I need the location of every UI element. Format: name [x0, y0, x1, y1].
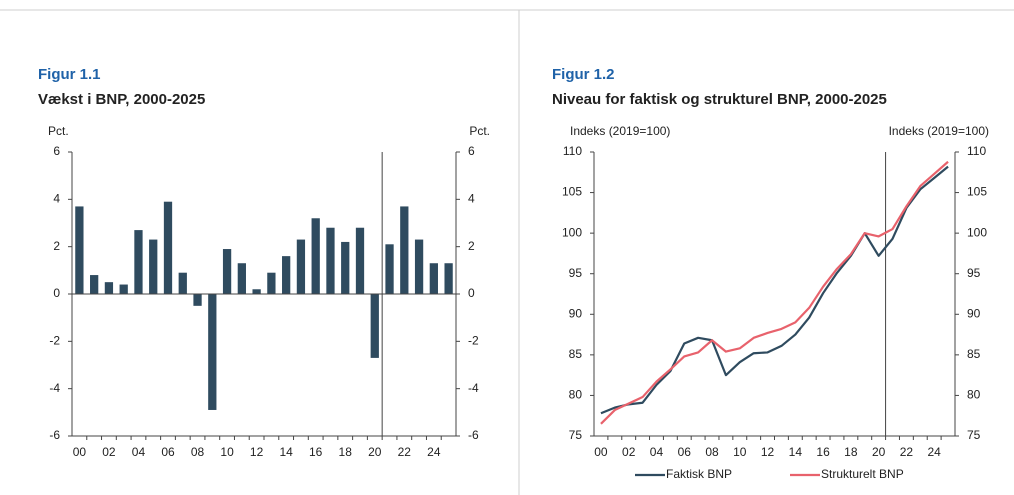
x-tick-label: 08 [191, 445, 205, 459]
x-tick-label: 04 [132, 445, 146, 459]
bar [75, 206, 84, 294]
x-tick-label: 08 [705, 445, 719, 459]
x-tick-label: 24 [927, 445, 941, 459]
figure-label: Figur 1.2 [552, 66, 615, 83]
x-tick-label: 00 [594, 445, 608, 459]
y-tick-label: 105 [562, 185, 582, 199]
x-tick-label: 10 [733, 445, 747, 459]
x-tick-label: 12 [761, 445, 775, 459]
bar [90, 275, 99, 294]
x-tick-label: 16 [309, 445, 323, 459]
y-tick-label: -6 [49, 428, 60, 442]
y2-axis-label: Indeks (2019=100) [889, 124, 989, 138]
bar [311, 218, 320, 294]
x-tick-label: 16 [816, 445, 830, 459]
y-axis-label: Indeks (2019=100) [570, 124, 670, 138]
y2-tick-label: 105 [967, 185, 987, 199]
figure-label: Figur 1.1 [38, 66, 101, 83]
x-tick-label: 02 [102, 445, 116, 459]
bar [237, 263, 246, 294]
y-tick-label: 90 [569, 306, 583, 320]
x-tick-label: 20 [872, 445, 886, 459]
bar [370, 294, 379, 358]
chart-title: Vækst i BNP, 2000-2025 [38, 91, 205, 108]
x-tick-label: 10 [220, 445, 234, 459]
bar [414, 239, 424, 294]
x-tick-label: 20 [368, 445, 382, 459]
bar [341, 241, 350, 294]
bar [119, 284, 128, 294]
y2-tick-label: -2 [468, 334, 479, 348]
bar [252, 289, 261, 294]
x-tick-label: 06 [678, 445, 692, 459]
bar [282, 256, 291, 294]
x-tick-label: 18 [339, 445, 353, 459]
x-tick-label: 14 [279, 445, 293, 459]
x-tick-label: 02 [622, 445, 636, 459]
legend-label: Strukturelt BNP [821, 467, 904, 481]
y2-tick-label: -4 [468, 381, 479, 395]
y2-tick-label: 0 [468, 286, 475, 300]
y2-tick-label: 110 [967, 144, 986, 158]
bar [104, 282, 114, 294]
x-tick-label: 12 [250, 445, 264, 459]
bar [134, 230, 143, 294]
x-tick-label: 06 [161, 445, 175, 459]
y-tick-label: 6 [53, 144, 60, 158]
y-tick-label: -4 [49, 381, 60, 395]
y-tick-label: 100 [562, 225, 582, 239]
bar [444, 263, 453, 294]
x-tick-label: 14 [789, 445, 803, 459]
line-series [600, 160, 949, 425]
y-tick-label: 80 [569, 388, 583, 402]
y-tick-label: 4 [53, 192, 60, 206]
y-tick-label: -2 [49, 334, 60, 348]
x-tick-label: 18 [844, 445, 858, 459]
y2-tick-label: 6 [468, 144, 475, 158]
bar [267, 272, 276, 294]
bar [296, 239, 306, 294]
y2-tick-label: 4 [468, 192, 475, 206]
x-tick-label: 22 [398, 445, 412, 459]
y2-tick-label: -6 [468, 428, 479, 442]
bar [429, 263, 438, 294]
y-tick-label: 75 [569, 428, 583, 442]
y2-tick-label: 100 [967, 225, 987, 239]
bar [400, 206, 409, 294]
y-tick-label: 2 [53, 239, 60, 253]
y-axis-label: Pct. [48, 124, 69, 138]
bar [385, 244, 394, 294]
y2-tick-label: 90 [967, 306, 981, 320]
x-tick-label: 24 [427, 445, 441, 459]
x-tick-label: 00 [73, 445, 87, 459]
bar [222, 249, 232, 294]
line-series [600, 165, 949, 415]
y-tick-label: 110 [563, 144, 582, 158]
y2-tick-label: 80 [967, 388, 981, 402]
bar [326, 227, 335, 294]
bar [208, 294, 217, 410]
y-tick-label: 85 [569, 347, 583, 361]
bar [149, 239, 158, 294]
y2-axis-label: Pct. [469, 124, 490, 138]
y2-tick-label: 85 [967, 347, 981, 361]
y-tick-label: 95 [569, 266, 583, 280]
bar [193, 294, 202, 306]
bar [355, 227, 365, 294]
x-tick-label: 04 [650, 445, 664, 459]
bar [163, 201, 173, 294]
y2-tick-label: 75 [967, 428, 981, 442]
chart-title: Niveau for faktisk og strukturel BNP, 20… [552, 91, 887, 108]
bar [178, 272, 187, 294]
y2-tick-label: 95 [967, 266, 981, 280]
x-tick-label: 22 [900, 445, 914, 459]
legend-label: Faktisk BNP [666, 467, 732, 481]
y-tick-label: 0 [53, 286, 60, 300]
y2-tick-label: 2 [468, 239, 475, 253]
